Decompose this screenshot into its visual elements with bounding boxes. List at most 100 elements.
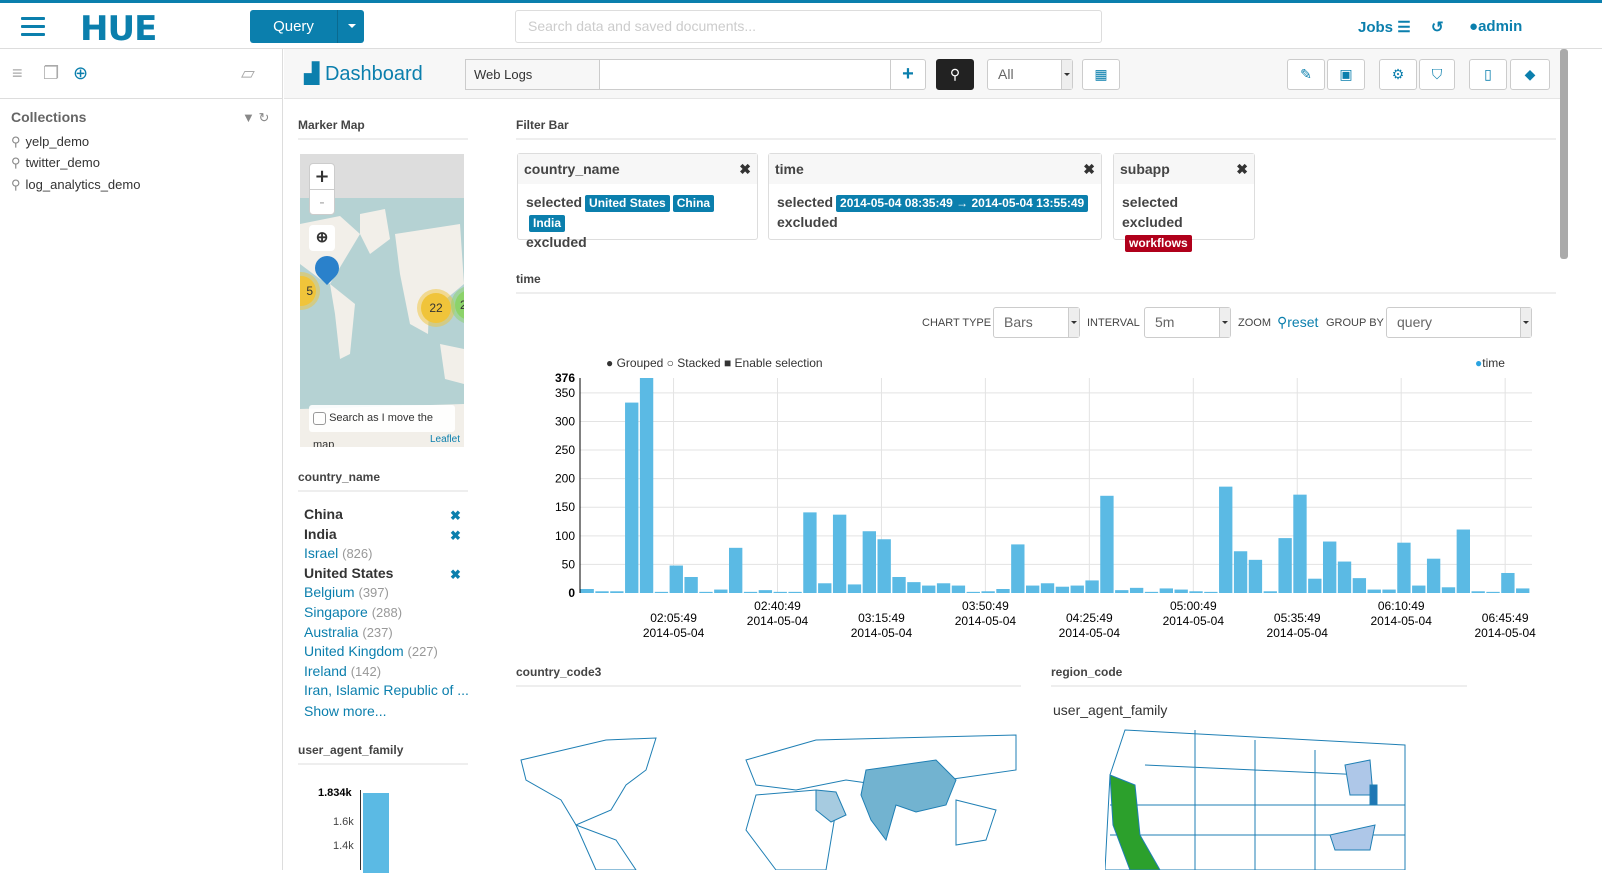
bar[interactable] <box>996 588 1010 593</box>
search-plus-icon[interactable]: ⊕ <box>73 63 89 83</box>
remove-filter-icon[interactable]: ✖ <box>450 527 461 543</box>
world-choropleth[interactable] <box>516 730 1018 870</box>
facet-item[interactable]: Iran, Islamic Republic of ... <box>304 682 469 698</box>
bar[interactable] <box>639 378 654 593</box>
bar[interactable] <box>1055 586 1070 593</box>
jobs-link[interactable]: Jobs ☰ <box>1358 18 1411 36</box>
bar[interactable] <box>1471 591 1485 593</box>
bar[interactable] <box>1144 591 1159 593</box>
bar[interactable] <box>922 585 936 593</box>
history-icon[interactable]: ↺ <box>1431 19 1444 36</box>
bar[interactable] <box>1456 529 1470 593</box>
grouped-radio[interactable]: ● Grouped <box>606 356 664 370</box>
hue-logo[interactable]: HUE <box>80 9 157 49</box>
close-icon[interactable]: ✖ <box>1236 161 1248 177</box>
bar[interactable] <box>625 402 639 593</box>
bar[interactable] <box>818 583 832 593</box>
chart-legend[interactable]: ●time <box>1475 356 1505 370</box>
bar[interactable] <box>1501 572 1515 593</box>
database-icon[interactable]: ≡ <box>12 63 23 83</box>
settings-button[interactable]: ⚙ <box>1379 59 1417 90</box>
collection-item[interactable]: ⚲ yelp_demo <box>11 134 89 150</box>
bar[interactable] <box>1397 542 1411 593</box>
query-button[interactable]: Query <box>250 10 364 43</box>
bar[interactable] <box>847 584 862 593</box>
bar[interactable] <box>1189 591 1203 593</box>
facet-item[interactable]: Israel (826) <box>304 545 372 561</box>
save-button[interactable]: ▣ <box>1327 59 1365 90</box>
bar[interactable] <box>654 591 669 593</box>
bar[interactable] <box>1516 588 1530 593</box>
facet-item[interactable]: Ireland (142) <box>304 663 381 679</box>
documents-icon[interactable]: ❐ <box>43 63 60 83</box>
bar[interactable] <box>1204 591 1218 593</box>
folder-open-icon[interactable]: ▱ <box>241 63 255 83</box>
remove-filter-icon[interactable]: ✖ <box>450 566 461 582</box>
chart-type-select[interactable]: Bars <box>993 307 1080 338</box>
enable-selection-toggle[interactable]: ■ Enable selection <box>723 356 823 370</box>
bar[interactable] <box>1115 590 1129 593</box>
filter-icon[interactable]: ▼ ↻ <box>242 110 270 125</box>
show-more-link[interactable]: Show more... <box>304 703 387 719</box>
bar[interactable] <box>1426 558 1441 593</box>
bar[interactable] <box>773 591 787 593</box>
selected-tag[interactable]: United States <box>585 195 670 212</box>
bar[interactable] <box>1352 578 1367 593</box>
bookmark-button[interactable]: ⛉ <box>1419 59 1455 90</box>
bar[interactable] <box>1367 589 1381 593</box>
zoom-in-button[interactable]: + <box>310 164 334 190</box>
facet-item[interactable]: China <box>304 506 343 522</box>
bar[interactable] <box>1337 561 1352 593</box>
bar[interactable] <box>1248 559 1263 593</box>
collection-item[interactable]: ⚲ twitter_demo <box>11 155 100 171</box>
marker-cluster[interactable]: 22 <box>421 293 451 323</box>
search-as-move-control[interactable]: Search as I move the map <box>309 405 455 447</box>
bar[interactable] <box>803 512 817 593</box>
search-as-move-checkbox[interactable] <box>313 411 326 425</box>
bar[interactable] <box>699 591 713 593</box>
collection-item[interactable]: ⚲ log_analytics_demo <box>11 177 140 193</box>
bar[interactable] <box>892 576 906 593</box>
bar[interactable] <box>788 591 802 593</box>
bar[interactable] <box>1486 591 1500 593</box>
bar[interactable] <box>1159 588 1173 593</box>
marker-cluster[interactable]: 2 <box>455 290 464 320</box>
marker-map[interactable]: + - ⊕ 5 22 2 Search as I move the map Le… <box>300 154 464 447</box>
bar[interactable] <box>758 590 773 593</box>
bar[interactable] <box>936 583 951 593</box>
selected-tag[interactable]: 2014-05-04 08:35:49 → 2014-05-04 13:55:4… <box>836 195 1089 212</box>
bar[interactable] <box>743 591 758 593</box>
ua-bar[interactable] <box>363 793 389 873</box>
bar[interactable] <box>1085 580 1099 593</box>
bar[interactable] <box>1412 585 1426 593</box>
close-icon[interactable]: ✖ <box>739 161 751 177</box>
bar[interactable] <box>1070 585 1084 593</box>
bar[interactable] <box>1026 585 1040 593</box>
bar[interactable] <box>1382 589 1396 593</box>
bar[interactable] <box>595 591 609 593</box>
add-query-button[interactable]: + <box>890 59 926 90</box>
us-choropleth[interactable] <box>1105 725 1415 870</box>
facet-item[interactable]: United States <box>304 565 393 581</box>
zoom-reset-link[interactable]: ⚲reset <box>1277 314 1318 331</box>
leaflet-attribution[interactable]: Leaflet <box>429 434 460 445</box>
group-by-select[interactable]: query <box>1386 307 1532 338</box>
facet-item[interactable]: Singapore (288) <box>304 604 402 620</box>
time-bar-chart[interactable]: 05010015020025030035037602:05:492014-05-… <box>530 370 1560 650</box>
interval-select[interactable]: 5m <box>1144 307 1231 338</box>
facet-item[interactable]: Belgium (397) <box>304 584 389 600</box>
bar[interactable] <box>1308 578 1322 593</box>
bar[interactable] <box>966 591 980 593</box>
bar[interactable] <box>1278 538 1292 593</box>
close-icon[interactable]: ✖ <box>1083 161 1095 177</box>
marker-cluster[interactable]: 5 <box>300 276 316 306</box>
calendar-button[interactable]: ▦ <box>1082 59 1120 90</box>
bar[interactable] <box>729 547 743 593</box>
search-input[interactable]: Search data and saved documents... <box>515 10 1102 43</box>
query-input[interactable] <box>599 59 891 90</box>
bar[interactable] <box>684 576 698 593</box>
bar[interactable] <box>1174 589 1188 593</box>
bar[interactable] <box>981 591 995 593</box>
bar[interactable] <box>1219 486 1233 593</box>
bar[interactable] <box>1263 591 1277 593</box>
